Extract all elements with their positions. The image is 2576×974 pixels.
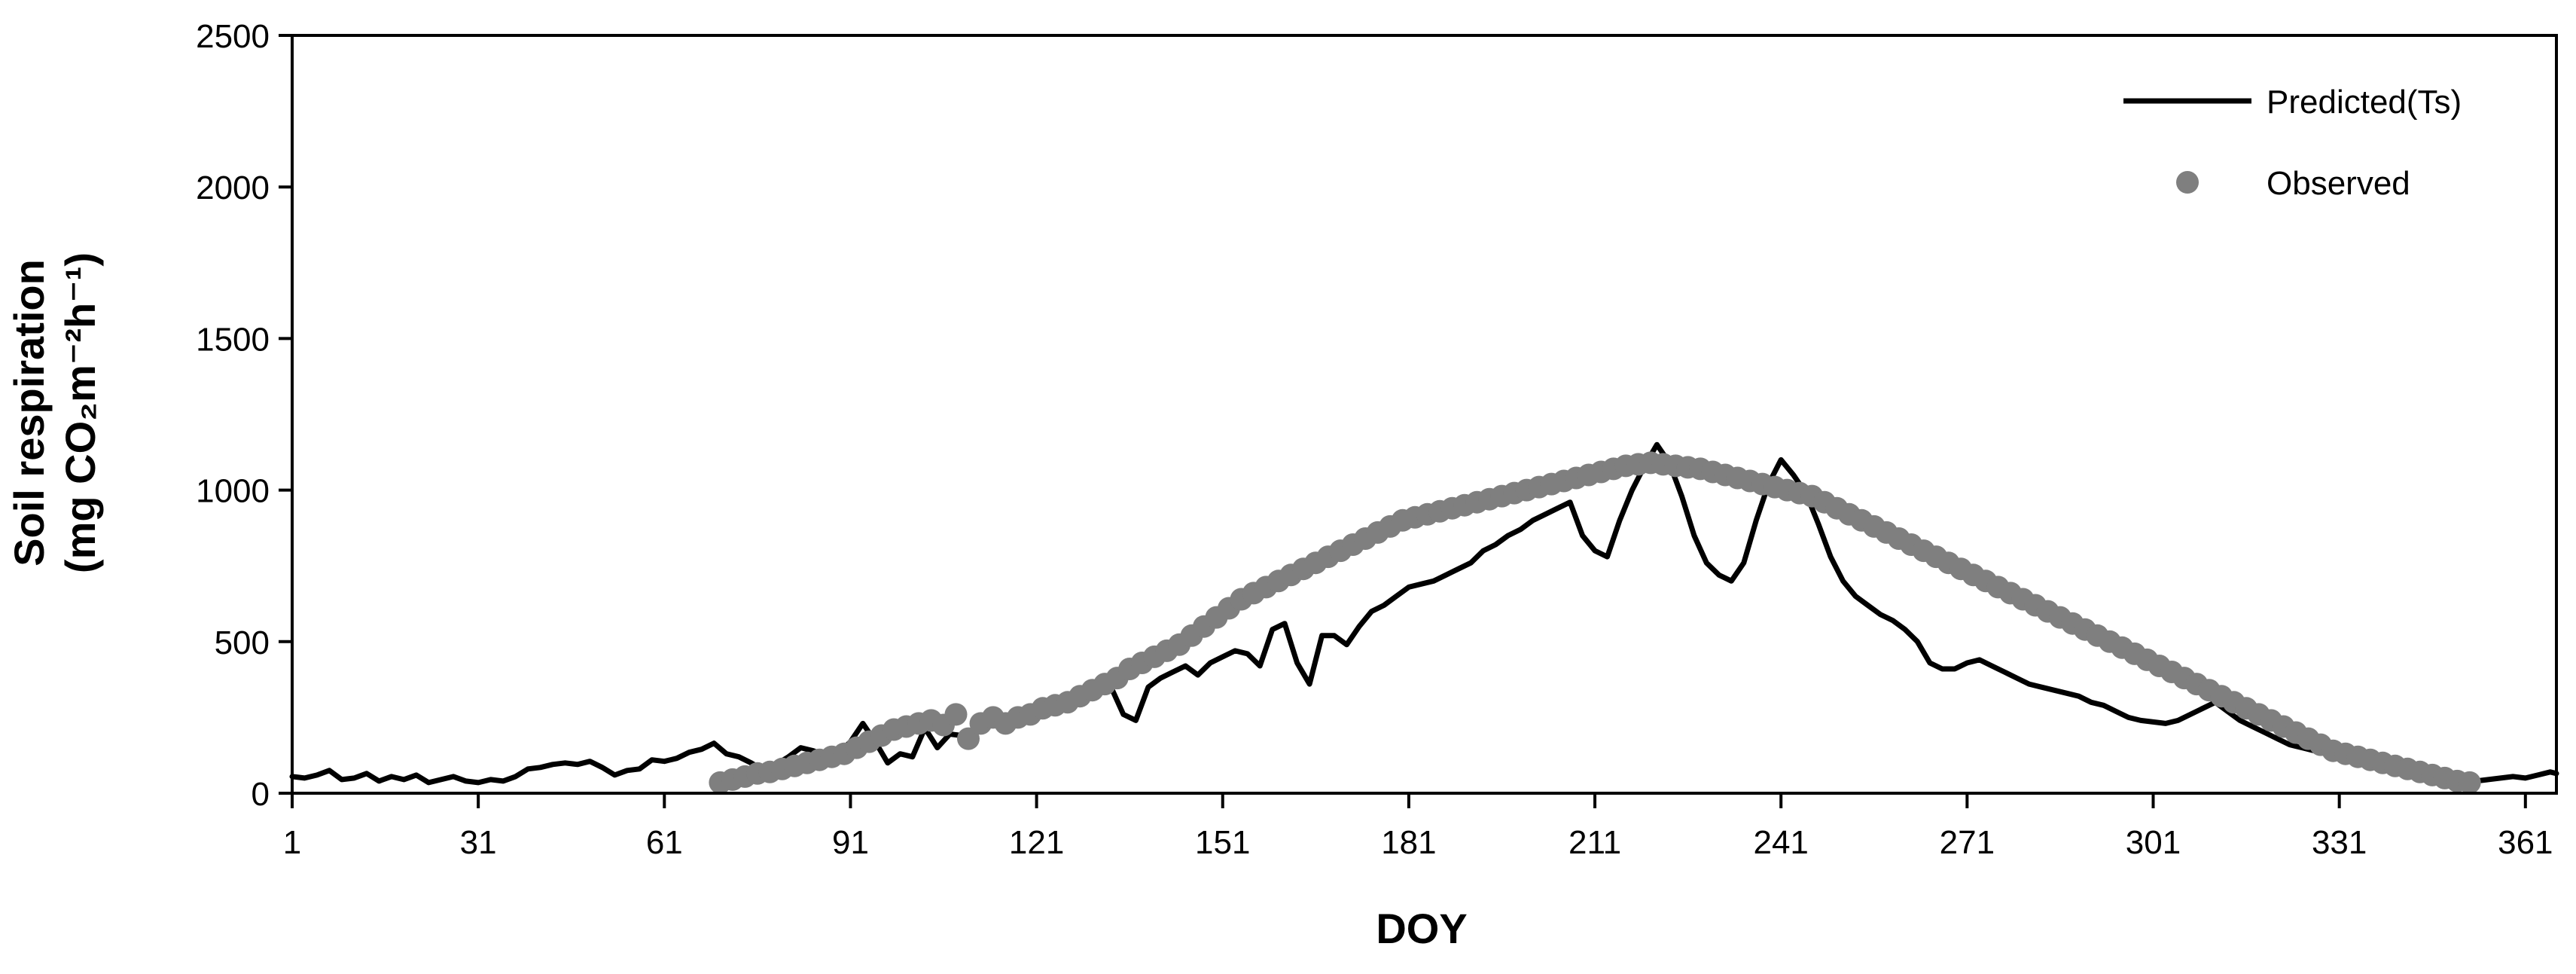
series-line-predicted (289, 441, 2559, 786)
x-tick-label: 181 (1381, 824, 1436, 861)
y-axis-title-line-2: (mg CO₂m⁻²h⁻¹) (56, 252, 104, 573)
legend-label-predicted: Predicted(Ts) (2267, 84, 2462, 121)
x-tick-label: 241 (1753, 824, 1808, 861)
series-points-observed (709, 451, 2481, 794)
x-tick-label: 31 (460, 824, 497, 861)
x-tick-label: 331 (2312, 824, 2367, 861)
legend-label-observed: Observed (2267, 165, 2410, 202)
observed-point (957, 727, 980, 750)
legend-swatch-observed (2176, 171, 2199, 194)
observed-point (944, 703, 968, 726)
x-axis-title: DOY (1376, 905, 1467, 952)
x-tick-label: 91 (832, 824, 869, 861)
x-tick-label: 271 (1940, 824, 1995, 861)
y-tick-label: 1000 (196, 473, 270, 510)
x-tick-label: 211 (1568, 824, 1621, 861)
y-tick-label: 0 (252, 776, 270, 813)
x-tick-label: 301 (2126, 824, 2181, 861)
y-tick-label: 1500 (196, 321, 270, 358)
legend: Predicted(Ts) Observed (2123, 84, 2462, 202)
axes: 0 500 1000 1500 2000 2500 1 31 61 91 121 151 181 211 2… (196, 18, 2558, 861)
x-tick-label: 151 (1195, 824, 1250, 861)
x-tick-label: 361 (2498, 824, 2553, 861)
y-tick-label: 2000 (196, 169, 270, 206)
x-tick-label: 1 (283, 824, 301, 861)
y-tick-label: 500 (215, 624, 270, 661)
plot-frame (291, 34, 2558, 795)
x-tick-label: 61 (646, 824, 683, 861)
y-axis-title: Soil respiration (mg CO₂m⁻²h⁻¹) (5, 252, 104, 573)
y-tick-label: 2500 (196, 18, 270, 55)
x-tick-label: 121 (1009, 824, 1064, 861)
plot-area (289, 441, 2559, 794)
observed-point (2458, 771, 2481, 794)
y-axis-title-line-1: Soil respiration (5, 259, 53, 566)
